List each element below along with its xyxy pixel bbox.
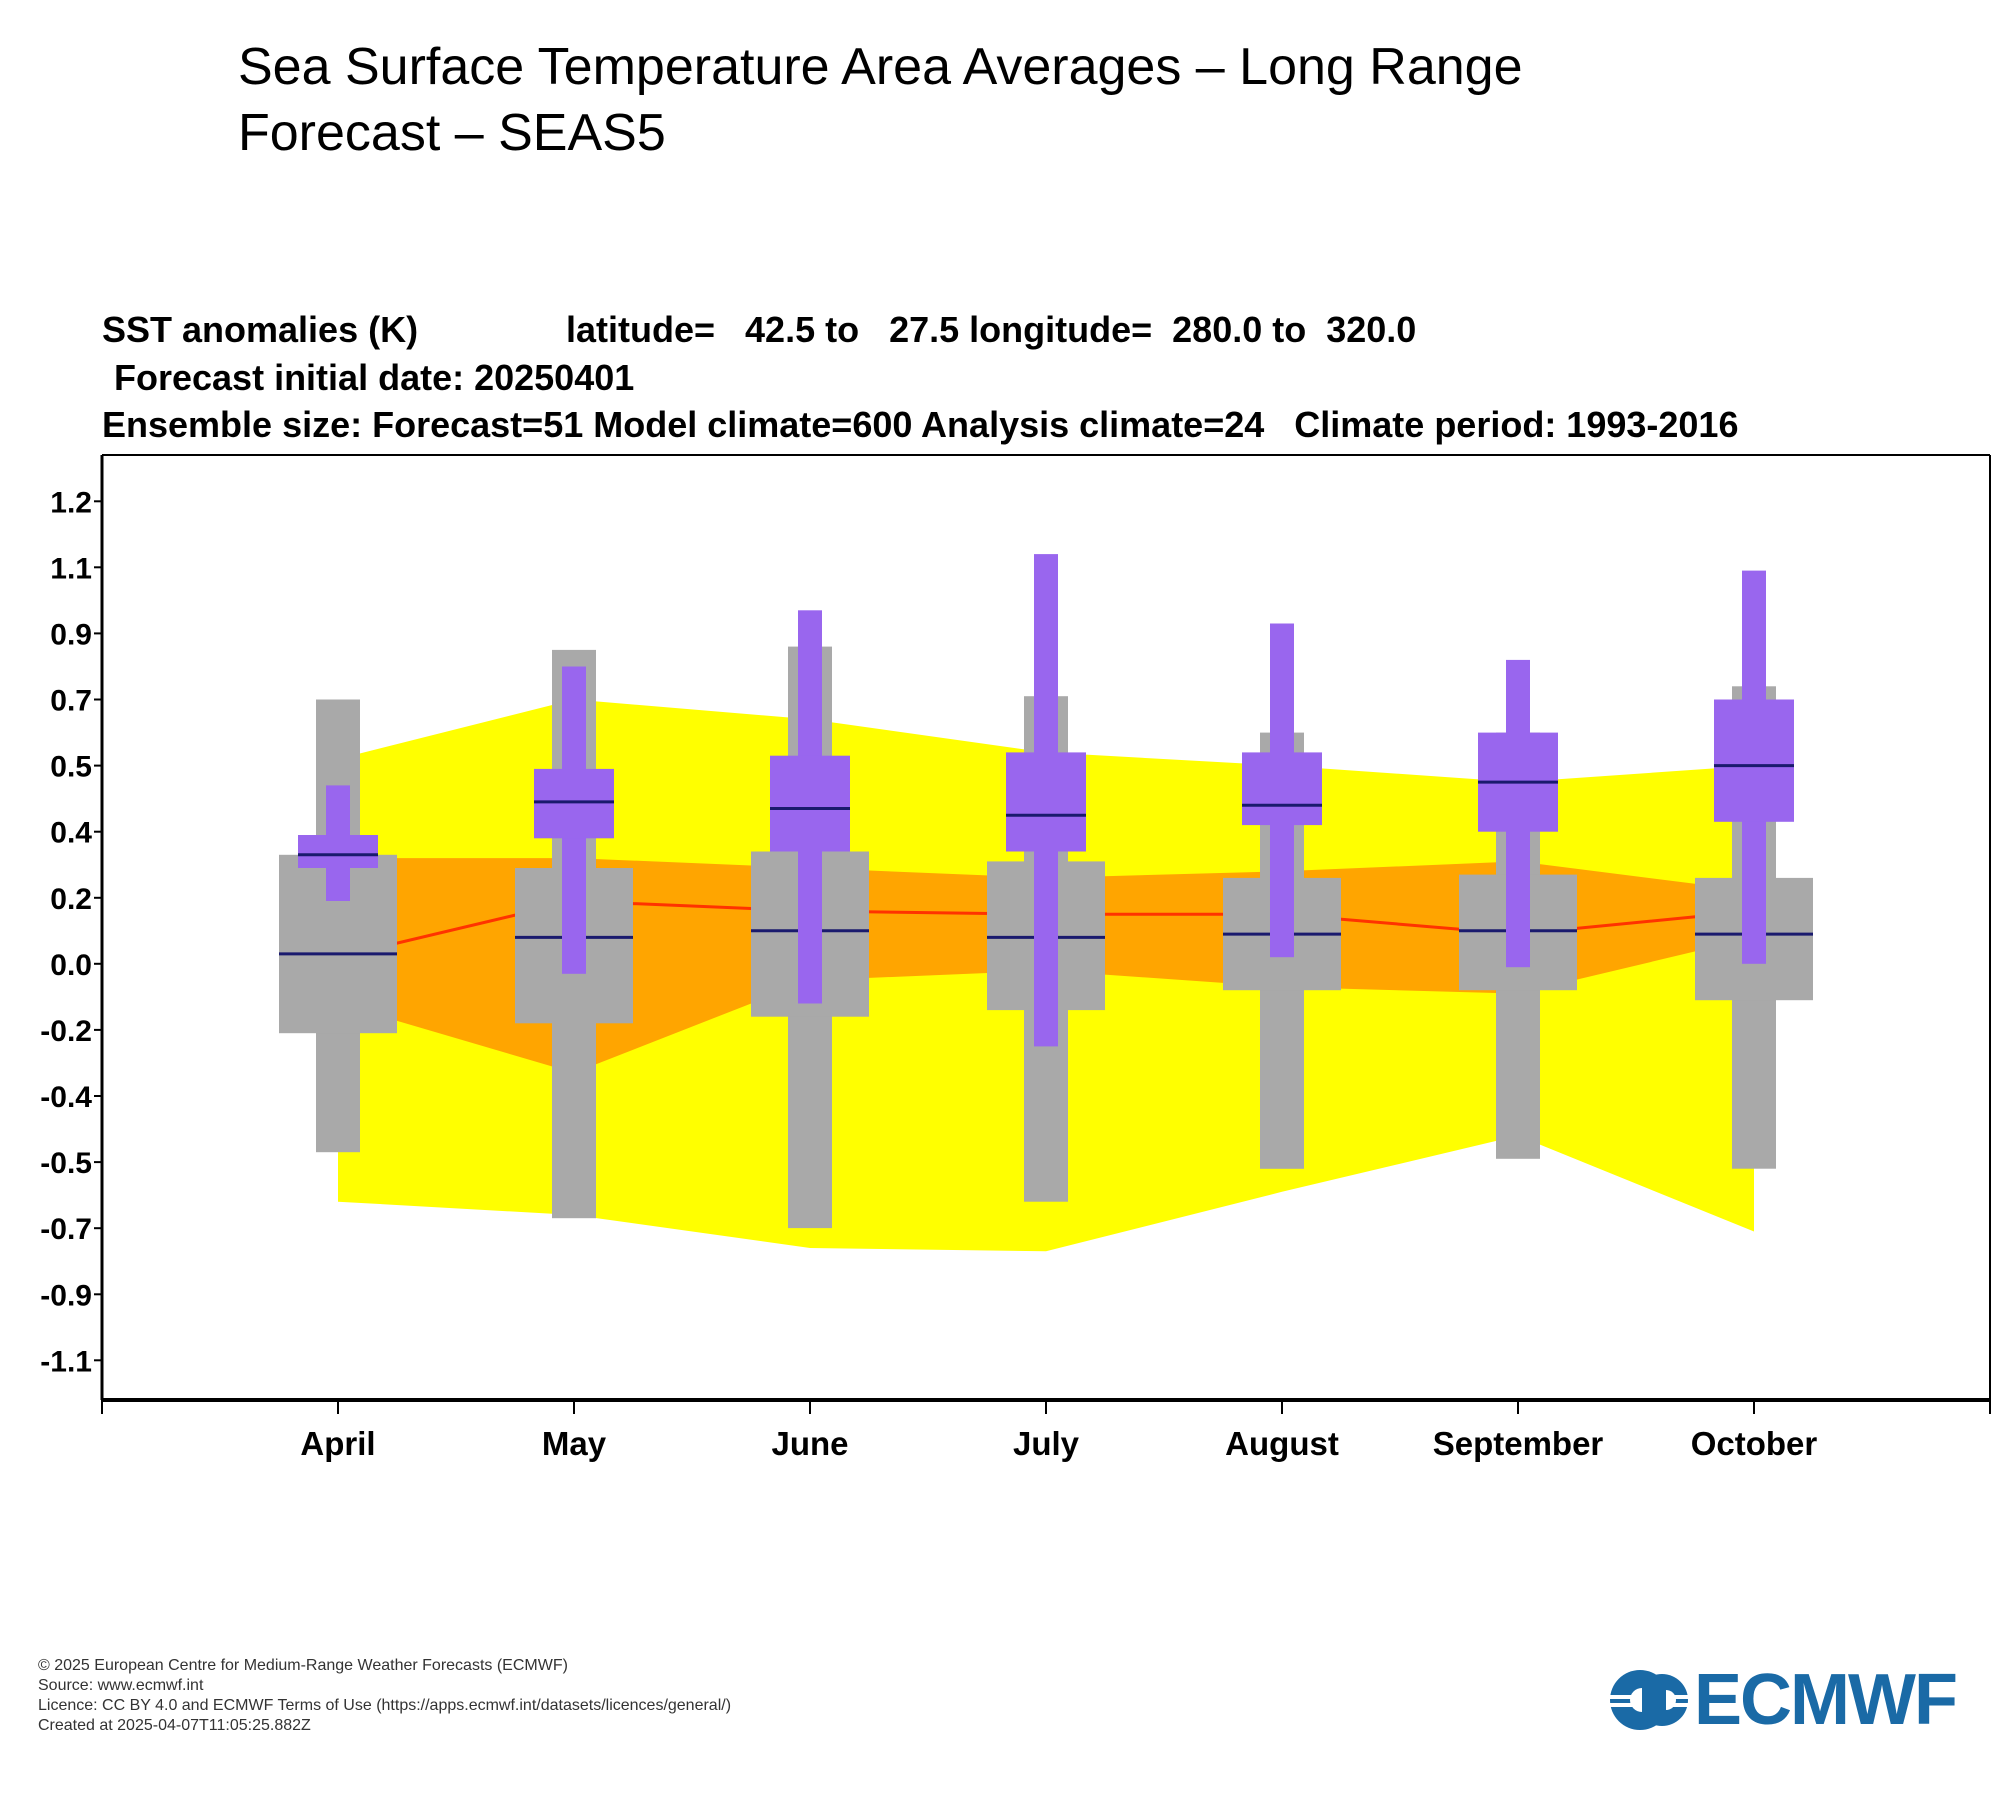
- y-tick-label: 0.7: [50, 685, 92, 718]
- footer-copyright: © 2025 European Centre for Medium-Range …: [38, 1657, 568, 1674]
- y-tick-label: -0.9: [40, 1279, 92, 1312]
- y-tick-label: 0.2: [50, 883, 92, 916]
- x-tick-label: September: [1433, 1425, 1604, 1462]
- y-tick-label: 1.2: [50, 486, 92, 519]
- footer-created: Created at 2025-04-07T11:05:25.882Z: [38, 1717, 311, 1734]
- x-tick-label: October: [1691, 1425, 1818, 1462]
- y-tick-label: 0.5: [50, 751, 92, 784]
- chart-forecast-date: Forecast initial date: 20250401: [114, 357, 634, 398]
- y-tick-label: 0.9: [50, 618, 92, 651]
- x-tick-label: April: [300, 1425, 375, 1462]
- y-tick-label: -0.4: [40, 1081, 92, 1114]
- x-tick-label: August: [1225, 1425, 1339, 1462]
- y-tick-label: -0.7: [40, 1213, 92, 1246]
- forecast-box: [534, 768, 614, 839]
- y-axis-ticks: 1.2 1.1 0.9 0.7 0.5 0.4 0.2 0.0 -0.2 -0.4 -0.5 -0.7…: [40, 486, 102, 1378]
- forecast-box: [298, 835, 378, 868]
- ecmwf-logo-text: ECMWF: [1694, 1660, 1958, 1740]
- footer-credits: © 2025 European Centre for Medium-Range …: [38, 1656, 731, 1736]
- x-axis-ticks: April May June July August September October: [101, 1400, 1991, 1462]
- y-tick-label: -0.2: [40, 1015, 92, 1048]
- sst-box-chart: SST anomalies (K) latitude= 42.5 to 27.5…: [40, 309, 1991, 1462]
- page-title: Sea Surface Temperature Area Averages – …: [238, 38, 1523, 162]
- y-tick-label: -0.5: [40, 1147, 92, 1180]
- x-tick-label: July: [1013, 1425, 1080, 1462]
- box-series: [279, 554, 1813, 1229]
- forecast-box: [1006, 752, 1086, 852]
- y-tick-label: 1.1: [50, 552, 92, 585]
- chart-variable-label: SST anomalies (K): [102, 309, 418, 350]
- footer-source: Source: www.ecmwf.int: [38, 1677, 204, 1694]
- x-tick-label: May: [542, 1425, 607, 1462]
- footer-licence: Licence: CC BY 4.0 and ECMWF Terms of Us…: [38, 1697, 732, 1714]
- y-tick-label: -1.1: [40, 1345, 92, 1378]
- chart-region-label: latitude= 42.5 to 27.5 longitude= 280.0 …: [566, 309, 1416, 350]
- y-tick-label: 0.0: [50, 949, 92, 982]
- y-tick-label: 0.4: [50, 817, 92, 850]
- forecast-box: [1714, 699, 1794, 822]
- ecmwf-logo: ECMWF: [1608, 1660, 1958, 1740]
- forecast-box: [1242, 752, 1322, 826]
- ecmwf-logo-icon: [1608, 1670, 1690, 1730]
- x-tick-label: June: [771, 1425, 848, 1462]
- chart-ensemble-info: Ensemble size: Forecast=51 Model climate…: [102, 404, 1738, 445]
- forecast-box: [770, 755, 850, 852]
